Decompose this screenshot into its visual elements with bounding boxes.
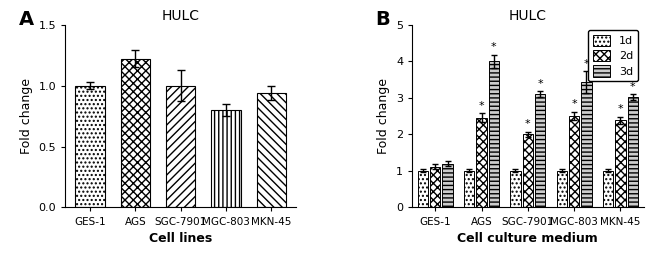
Bar (418, 171, 428, 207)
Bar (569, 116, 579, 207)
X-axis label: Cell lines: Cell lines (149, 232, 213, 245)
Bar (443, 164, 452, 207)
Text: *: * (571, 99, 577, 109)
Bar (556, 171, 567, 207)
X-axis label: Cell culture medium: Cell culture medium (458, 232, 598, 245)
Text: *: * (525, 119, 530, 129)
Title: HULC: HULC (162, 9, 200, 23)
Bar (211, 110, 240, 207)
Text: *: * (618, 104, 623, 114)
Bar (121, 59, 150, 207)
Bar (257, 93, 286, 207)
Bar (603, 171, 613, 207)
Text: B: B (375, 10, 390, 29)
Bar (430, 167, 441, 207)
Text: *: * (630, 82, 636, 92)
Text: *: * (538, 79, 543, 88)
Bar (476, 118, 487, 207)
Bar (627, 97, 638, 207)
Bar (615, 120, 625, 207)
Text: *: * (478, 101, 484, 111)
Bar (535, 94, 545, 207)
Y-axis label: Fold change: Fold change (20, 78, 32, 154)
Text: A: A (19, 10, 34, 29)
Text: *: * (491, 42, 497, 52)
Bar (510, 171, 521, 207)
Legend: 1d, 2d, 3d: 1d, 2d, 3d (588, 30, 638, 81)
Text: *: * (584, 59, 590, 69)
Bar (75, 85, 105, 207)
Bar (581, 82, 592, 207)
Bar (489, 61, 499, 207)
Title: HULC: HULC (509, 9, 547, 23)
Bar (523, 134, 533, 207)
Bar (464, 171, 474, 207)
Y-axis label: Fold change: Fold change (378, 78, 391, 154)
Bar (166, 85, 196, 207)
